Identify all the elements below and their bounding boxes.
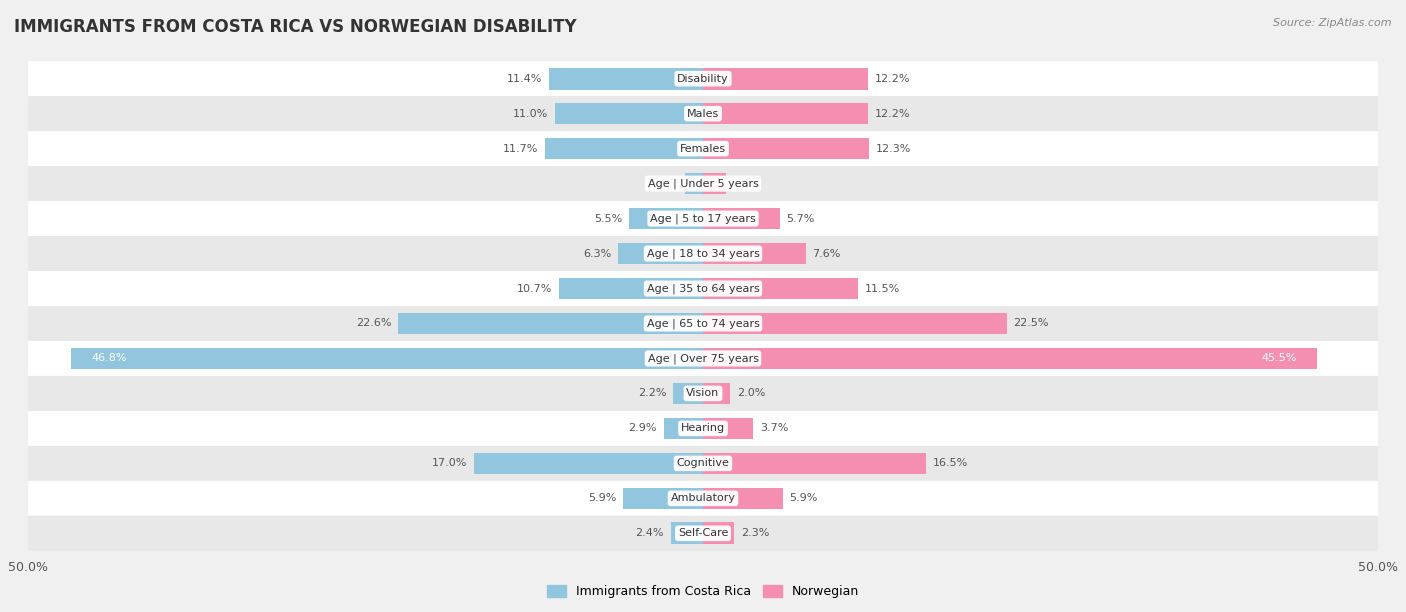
Bar xyxy=(686,173,703,195)
Text: Age | 35 to 64 years: Age | 35 to 64 years xyxy=(647,283,759,294)
Text: 7.6%: 7.6% xyxy=(813,248,841,258)
Text: Disability: Disability xyxy=(678,73,728,84)
FancyBboxPatch shape xyxy=(28,481,1378,516)
Bar xyxy=(619,243,703,264)
Text: 2.3%: 2.3% xyxy=(741,528,769,539)
Bar xyxy=(623,488,703,509)
Text: Vision: Vision xyxy=(686,389,720,398)
Text: Age | 18 to 34 years: Age | 18 to 34 years xyxy=(647,248,759,259)
Bar xyxy=(474,452,703,474)
Bar xyxy=(703,348,1317,369)
Text: Cognitive: Cognitive xyxy=(676,458,730,468)
Text: 17.0%: 17.0% xyxy=(432,458,467,468)
Text: 11.0%: 11.0% xyxy=(513,109,548,119)
FancyBboxPatch shape xyxy=(28,201,1378,236)
Bar xyxy=(673,382,703,405)
Bar xyxy=(550,68,703,89)
Bar xyxy=(703,173,725,195)
Text: 11.5%: 11.5% xyxy=(865,283,900,294)
Bar xyxy=(703,417,754,439)
FancyBboxPatch shape xyxy=(28,411,1378,446)
Text: 45.5%: 45.5% xyxy=(1261,354,1296,364)
Bar xyxy=(703,523,734,544)
Text: Ambulatory: Ambulatory xyxy=(671,493,735,503)
Legend: Immigrants from Costa Rica, Norwegian: Immigrants from Costa Rica, Norwegian xyxy=(541,580,865,603)
Text: 46.8%: 46.8% xyxy=(91,354,127,364)
Bar xyxy=(703,278,858,299)
FancyBboxPatch shape xyxy=(28,271,1378,306)
FancyBboxPatch shape xyxy=(28,446,1378,481)
Bar xyxy=(72,348,703,369)
Text: 2.9%: 2.9% xyxy=(628,424,657,433)
FancyBboxPatch shape xyxy=(28,341,1378,376)
Text: 1.7%: 1.7% xyxy=(733,179,761,188)
Text: Source: ZipAtlas.com: Source: ZipAtlas.com xyxy=(1274,18,1392,28)
Text: Males: Males xyxy=(688,109,718,119)
Text: 16.5%: 16.5% xyxy=(932,458,967,468)
Text: 5.9%: 5.9% xyxy=(588,493,617,503)
Text: 2.2%: 2.2% xyxy=(638,389,666,398)
Bar xyxy=(554,103,703,124)
Bar xyxy=(558,278,703,299)
Bar xyxy=(664,417,703,439)
Bar xyxy=(703,488,783,509)
Bar xyxy=(703,452,925,474)
Text: IMMIGRANTS FROM COSTA RICA VS NORWEGIAN DISABILITY: IMMIGRANTS FROM COSTA RICA VS NORWEGIAN … xyxy=(14,18,576,36)
Text: 22.5%: 22.5% xyxy=(1014,318,1049,329)
Text: 5.7%: 5.7% xyxy=(787,214,815,223)
Text: 5.9%: 5.9% xyxy=(789,493,818,503)
FancyBboxPatch shape xyxy=(28,61,1378,96)
Bar xyxy=(703,243,806,264)
Text: Age | Under 5 years: Age | Under 5 years xyxy=(648,178,758,189)
Text: Hearing: Hearing xyxy=(681,424,725,433)
Text: 12.2%: 12.2% xyxy=(875,73,910,84)
Bar xyxy=(703,138,869,160)
Text: 12.2%: 12.2% xyxy=(875,109,910,119)
Bar xyxy=(671,523,703,544)
FancyBboxPatch shape xyxy=(28,376,1378,411)
Text: 11.4%: 11.4% xyxy=(508,73,543,84)
FancyBboxPatch shape xyxy=(28,131,1378,166)
Bar xyxy=(703,68,868,89)
Bar xyxy=(703,103,868,124)
Bar xyxy=(703,382,730,405)
Text: 22.6%: 22.6% xyxy=(356,318,391,329)
Text: 3.7%: 3.7% xyxy=(759,424,789,433)
Bar xyxy=(703,207,780,230)
Text: 2.0%: 2.0% xyxy=(737,389,765,398)
FancyBboxPatch shape xyxy=(28,516,1378,551)
FancyBboxPatch shape xyxy=(28,166,1378,201)
Text: 2.4%: 2.4% xyxy=(636,528,664,539)
FancyBboxPatch shape xyxy=(28,96,1378,131)
FancyBboxPatch shape xyxy=(28,236,1378,271)
Text: 11.7%: 11.7% xyxy=(503,144,538,154)
Text: Females: Females xyxy=(681,144,725,154)
Text: Self-Care: Self-Care xyxy=(678,528,728,539)
Bar xyxy=(628,207,703,230)
Text: 12.3%: 12.3% xyxy=(876,144,911,154)
Text: 6.3%: 6.3% xyxy=(583,248,612,258)
FancyBboxPatch shape xyxy=(28,306,1378,341)
Text: Age | 65 to 74 years: Age | 65 to 74 years xyxy=(647,318,759,329)
Text: Age | 5 to 17 years: Age | 5 to 17 years xyxy=(650,214,756,224)
Text: 10.7%: 10.7% xyxy=(516,283,551,294)
Bar xyxy=(546,138,703,160)
Text: 5.5%: 5.5% xyxy=(593,214,621,223)
Text: Age | Over 75 years: Age | Over 75 years xyxy=(648,353,758,364)
Bar xyxy=(703,313,1007,334)
Bar xyxy=(398,313,703,334)
Text: 1.3%: 1.3% xyxy=(651,179,679,188)
